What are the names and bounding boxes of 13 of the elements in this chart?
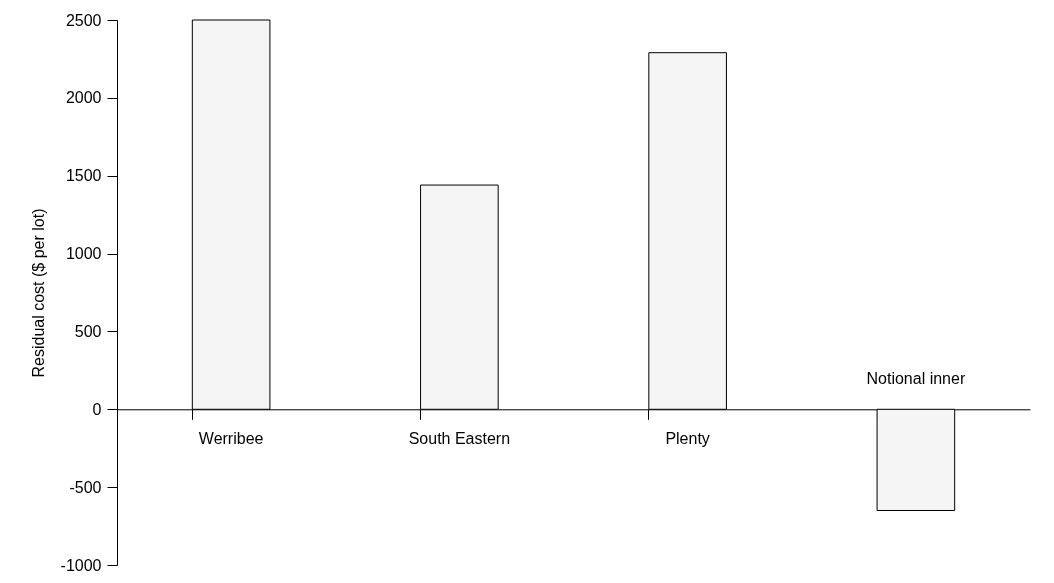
x-tick-label: Plenty [665, 430, 710, 448]
y-tick-label: -500 [69, 478, 102, 496]
x-tick-label: Notional inner [866, 370, 966, 388]
y-tick-label: 1500 [65, 167, 102, 185]
y-tick-label: 2500 [65, 11, 102, 29]
y-tick-label: 500 [74, 322, 102, 340]
x-tick-label: Werribee [198, 430, 264, 448]
x-tick-label: South Eastern [408, 430, 511, 448]
y-tick-label: 2000 [65, 89, 102, 107]
y-tick-label: 1000 [65, 245, 102, 263]
y-axis-title: Residual cost ($ per lot) [29, 208, 47, 378]
y-tick-label: 0 [92, 400, 102, 418]
y-tick-label: -1000 [60, 556, 102, 574]
